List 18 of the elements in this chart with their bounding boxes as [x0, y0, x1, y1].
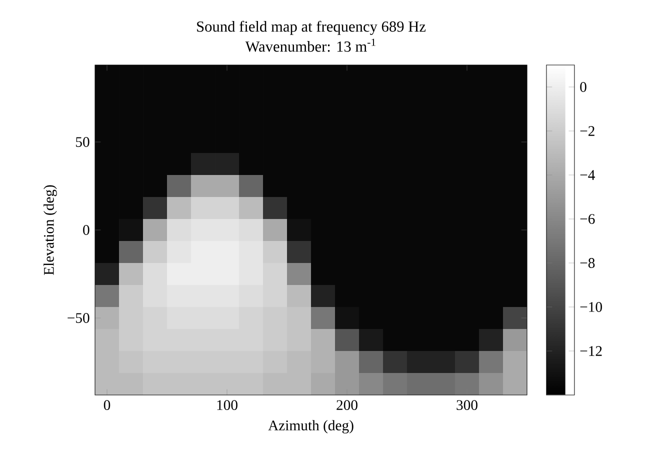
x-axis-title: Azimuth (deg) [268, 420, 354, 434]
y-axis-title: Elevation (deg) [44, 185, 57, 275]
x-tick-label: 0 [104, 400, 110, 410]
color-bar-label: −10 [580, 302, 602, 312]
x-tick-label: 300 [456, 400, 478, 410]
y-tick-label: −50 [68, 313, 90, 323]
chart-subtitle: Wavenumber: 13 m$^{-1}$ [245, 38, 376, 52]
color-bar-label: −8 [580, 258, 595, 268]
y-tick-label: 0 [83, 225, 90, 235]
color-bar-label: −4 [580, 170, 595, 180]
x-tick-label: 100 [217, 400, 238, 410]
color-bar-label: −12 [580, 346, 602, 356]
chart-title: Sound field map at frequency 689 Hz [197, 20, 426, 35]
color-bar-label: −2 [580, 126, 594, 136]
color-bar-label: −6 [580, 214, 595, 224]
color-bar-label: 0 [580, 82, 586, 92]
x-tick-label: 200 [336, 400, 358, 410]
y-tick-label: 50 [76, 137, 90, 147]
